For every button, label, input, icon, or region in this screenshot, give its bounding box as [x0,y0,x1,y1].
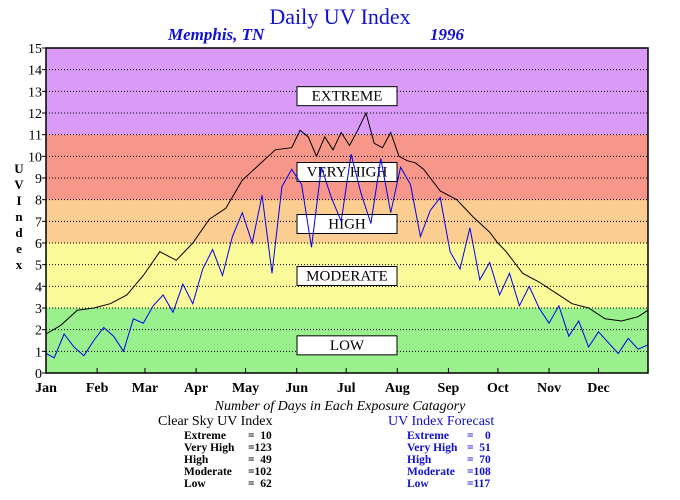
x-tick-label: Jan [35,381,57,396]
y-tick-label: 7 [35,215,42,230]
x-tick-label: Oct [487,381,509,396]
y-tick-label: 15 [28,42,42,57]
stat-label: Extreme [184,430,226,442]
stat-value: = 49 [248,454,272,466]
band-label-box [296,266,398,286]
band-label: EXTREME [312,89,383,105]
band-label: HIGH [328,217,366,233]
band-label: MODERATE [306,269,388,285]
stat-label: Low [184,478,206,490]
stat-label: Moderate [407,466,455,478]
y-tick-label: 9 [35,172,42,187]
stat-label: Low [407,478,429,490]
plot-frame [45,47,649,374]
stat-value: =108 [467,466,491,478]
x-tick-label: Sep [438,381,460,396]
clear-sky-line [45,111,649,335]
x-tick-label: Jul [337,381,356,396]
y-axis-label-char: V [14,177,24,192]
y-axis-label-char: I [16,193,21,208]
y-tick-label: 2 [35,324,42,339]
stat-label: Moderate [184,466,232,478]
x-tick-label: Apr [184,381,208,396]
y-tick-label: 12 [28,107,42,122]
y-axis-label-char: e [16,241,22,256]
clear-sky-stats: Extreme = 10 Very High =123 High = 49 Moder… [184,430,272,490]
stat-label: Extreme [407,430,449,442]
band-label: VERY HIGH [307,165,388,181]
band-label: LOW [330,338,365,354]
y-tick-label: 3 [35,302,42,317]
band-label-box [296,86,398,107]
y-tick-label: 4 [35,280,42,295]
y-tick-label: 14 [28,64,42,79]
y-axis-label-char: n [15,209,23,224]
x-tick-label: Nov [537,381,561,396]
x-tick-label: May [232,381,259,396]
x-tick-label: Jun [285,381,308,396]
x-tick-label: Aug [385,381,410,396]
clear-sky-heading: Clear Sky UV Index [158,414,273,429]
stat-value: =123 [248,442,272,454]
stat-value: = 10 [248,430,272,442]
forecast-heading: UV Index Forecast [388,414,495,429]
stat-label: High [407,454,432,466]
y-tick-label: 1 [35,345,42,360]
stat-value: = 0 [467,430,491,442]
y-axis-label-char: d [15,225,23,240]
y-axis-label-char: U [14,161,24,176]
stat-label: High [184,454,209,466]
stat-value: =117 [467,478,491,490]
footer-title: Number of Days in Each Exposure Catagory [214,399,466,414]
y-tick-label: 0 [35,367,42,382]
chart-subtitle-year: 1996 [430,25,464,44]
chart-title: Daily UV Index [269,4,411,29]
stat-value: =102 [248,466,272,478]
chart-subtitle-location: Memphis, TN [168,25,265,44]
x-tick-label: Feb [86,381,109,396]
stat-label: Very High [407,442,458,454]
band-label-box [296,335,398,356]
stat-value: = 62 [248,478,272,490]
y-tick-label: 13 [28,85,42,100]
stat-label: Very High [184,442,235,454]
y-tick-label: 6 [35,237,42,252]
y-tick-label: 5 [35,259,42,274]
stat-value: = 70 [467,454,491,466]
forecast-stats: Extreme = 0 Very High = 51 High = 70 Modera… [407,430,491,490]
x-tick-label: Dec [587,381,610,396]
y-axis-label-char: x [16,257,23,272]
y-tick-label: 8 [35,194,42,209]
stat-value: = 51 [467,442,491,454]
y-tick-label: 11 [29,129,42,144]
forecast-line [45,154,649,359]
y-tick-label: 10 [28,150,42,165]
x-tick-label: Mar [132,381,158,396]
